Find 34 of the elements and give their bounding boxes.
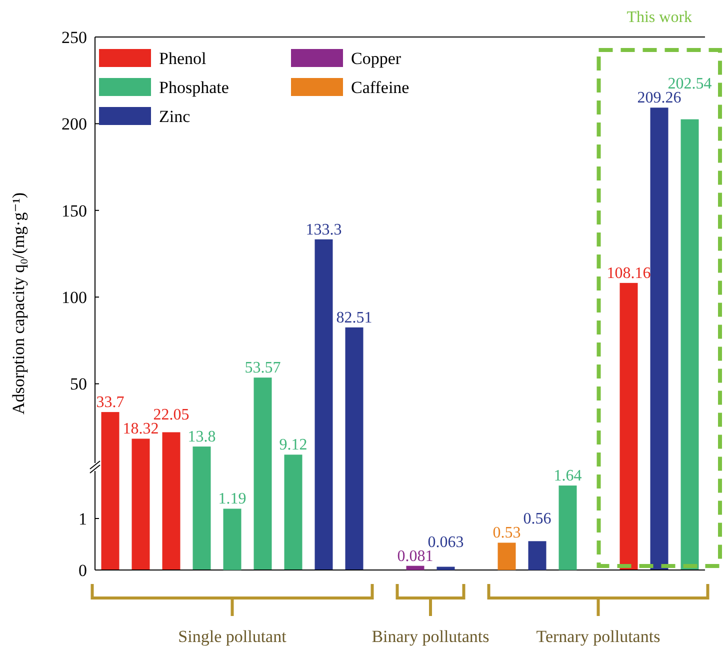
- data-label: 1.64: [554, 468, 582, 485]
- data-label: 108.16: [606, 264, 651, 282]
- bar: [528, 541, 546, 570]
- data-label: 82.51: [336, 309, 372, 326]
- bar: [223, 508, 242, 570]
- bar: [558, 486, 577, 570]
- data-label: 53.57: [244, 360, 281, 377]
- data-label: 33.7: [96, 394, 124, 412]
- y-axis-title: Adsorption capacity q₀/(mg·g⁻¹): [9, 192, 28, 415]
- bar: [436, 566, 455, 570]
- y-tick-label: 0: [78, 560, 87, 580]
- text: Binary pollutants: [372, 627, 490, 646]
- y-tick-label: 50: [70, 374, 87, 394]
- y-tick-label: 100: [62, 288, 87, 308]
- legend-label: Caffeine: [351, 78, 410, 97]
- bar: [498, 542, 516, 570]
- legend-label: Phosphate: [159, 78, 229, 97]
- data-label: 9.12: [279, 436, 308, 454]
- y-tick-label: 1: [78, 509, 87, 528]
- y-tick-label: 150: [62, 201, 87, 220]
- text: Single pollutant: [178, 627, 287, 646]
- legend-label: Copper: [351, 48, 402, 68]
- text: Ternary pollutants: [536, 627, 660, 646]
- y-tick-label: 250: [62, 28, 87, 47]
- data-label: 1.19: [218, 490, 246, 508]
- text: This work: [626, 9, 692, 26]
- y-tick-label: 200: [62, 114, 87, 134]
- data-label: 0.53: [492, 524, 521, 542]
- data-label: 133.3: [306, 221, 342, 238]
- legend-label: Zinc: [159, 106, 191, 126]
- bar: [406, 566, 424, 570]
- legend-label: Phenol: [159, 48, 206, 68]
- data-label: 0.56: [523, 510, 552, 528]
- data-label: 13.8: [188, 428, 216, 446]
